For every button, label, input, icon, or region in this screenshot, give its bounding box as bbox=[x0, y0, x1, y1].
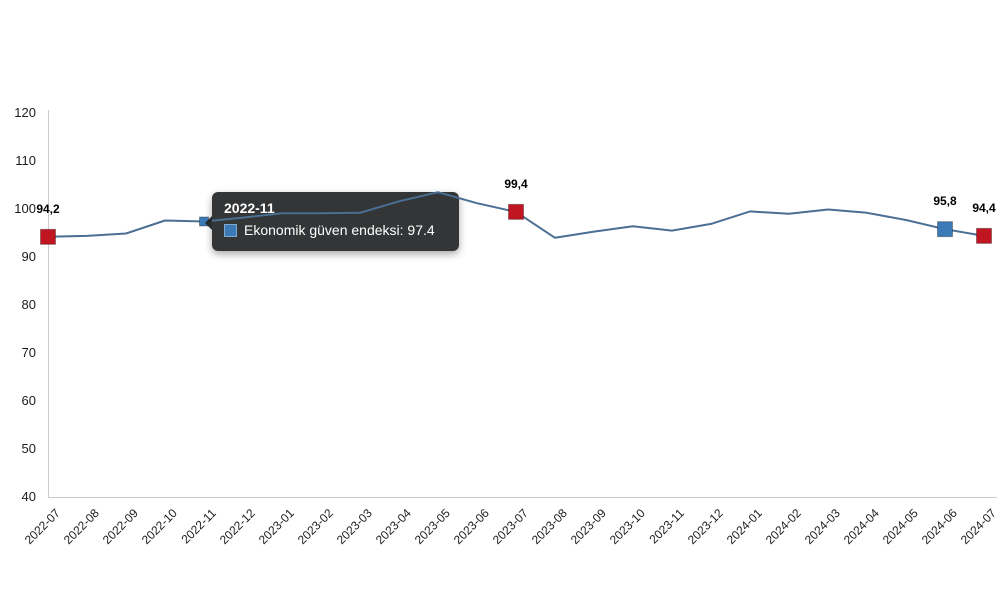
tooltip: 2022-11 Ekonomik güven endeksi: 97.4 bbox=[205, 192, 459, 251]
data-point-2023-07[interactable] bbox=[508, 203, 524, 220]
tooltip-title: 2022-11 bbox=[224, 200, 275, 216]
tooltip-background bbox=[212, 192, 459, 251]
series-swatch-icon bbox=[224, 223, 237, 237]
data-point-2022-07[interactable] bbox=[40, 228, 56, 245]
data-point-2024-06[interactable] bbox=[937, 221, 953, 238]
tooltip-series-value: Ekonomik güven endeksi: 97.4 bbox=[244, 222, 435, 238]
tooltip-series-row: Ekonomik güven endeksi: 97.4 bbox=[224, 222, 447, 238]
tooltip-arrow-icon bbox=[205, 216, 212, 230]
data-point-2024-07[interactable] bbox=[976, 227, 992, 244]
